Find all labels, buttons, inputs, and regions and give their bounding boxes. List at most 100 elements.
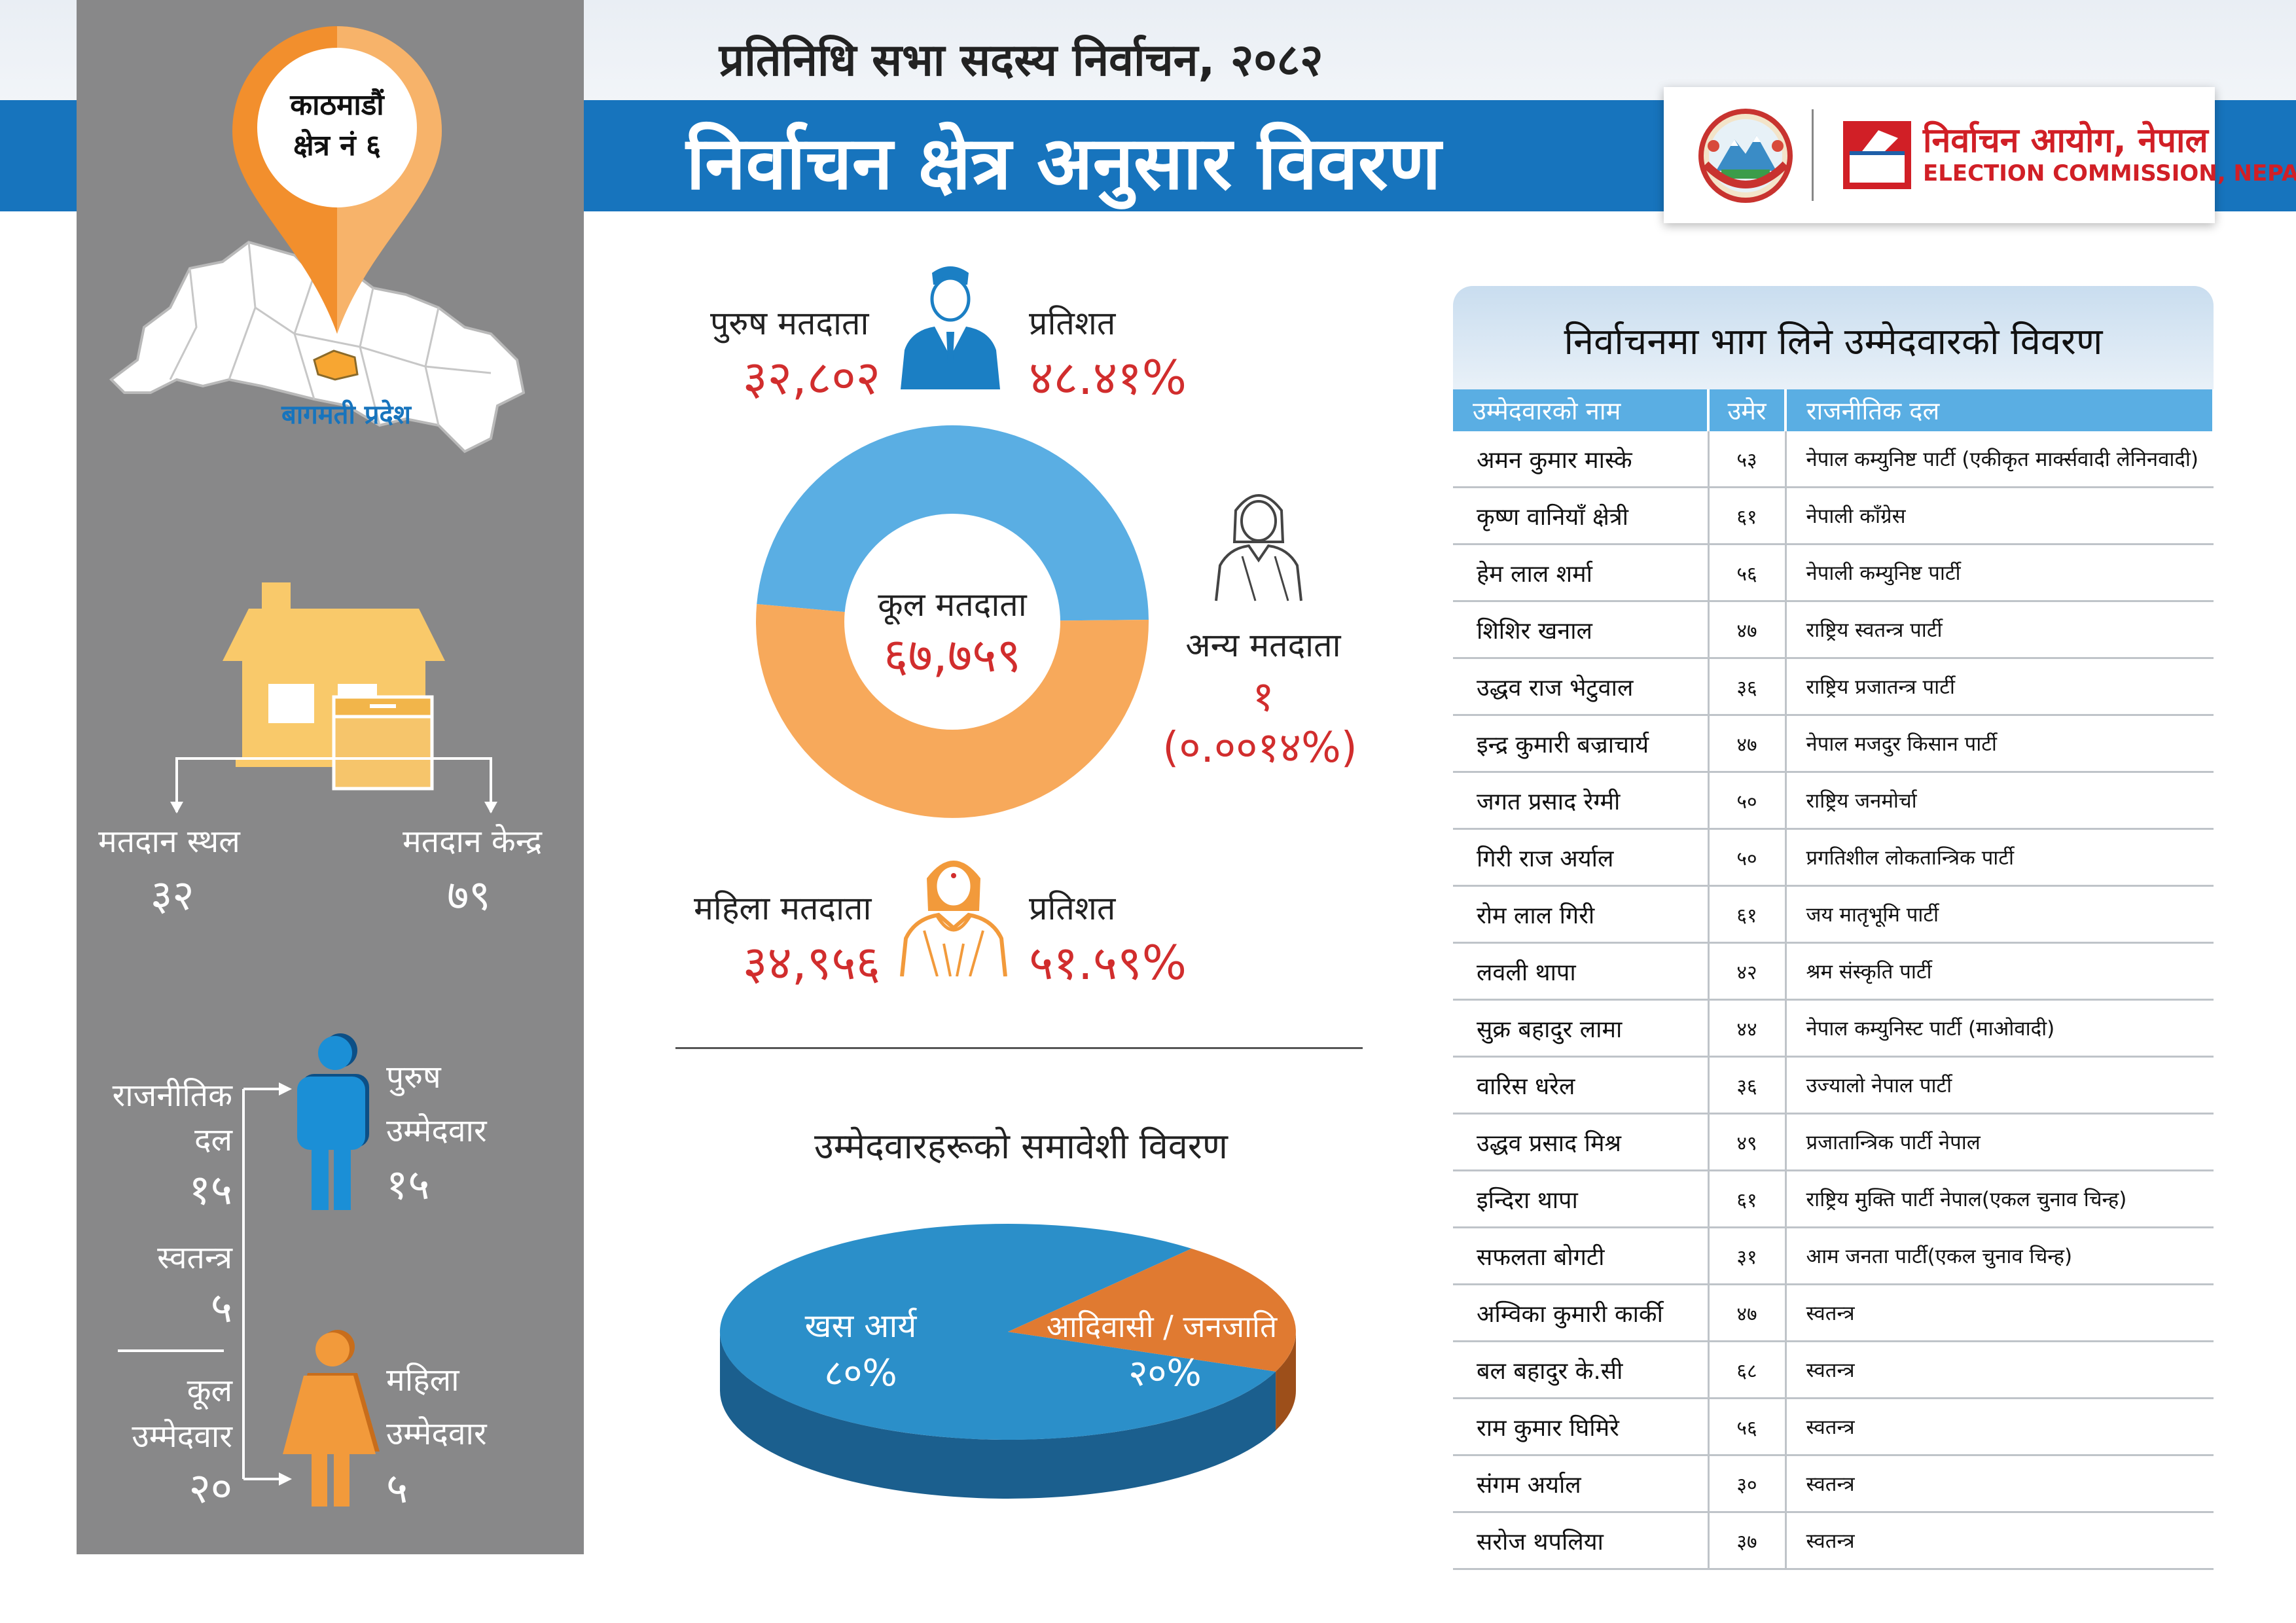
candidate-age: ६१ <box>1707 885 1787 944</box>
table-row: हेम लाल शर्मा ५६ नेपाली कम्युनिष्ट पार्टी <box>1453 544 2214 602</box>
column-header-name: उम्मेदवारको नाम <box>1453 389 1710 431</box>
table-row: सरोज थपलिया ३७ स्वतन्त्र <box>1453 1512 2214 1570</box>
candidate-age: ४२ <box>1707 942 1787 1001</box>
male-voter-label: पुरुष मतदाता <box>710 304 869 342</box>
parties-label: राजनीतिक दल <box>112 1077 232 1158</box>
table-row: अमन कुमार मास्के ५३ नेपाल कम्युनिष्ट पार्ट… <box>1453 431 2214 488</box>
polling-place-label: मतदान स्थल <box>98 823 240 860</box>
other-voter-value: १ <box>1252 673 1274 721</box>
candidate-party: स्वतन्त्र <box>1785 1284 2214 1342</box>
candidate-age: ४७ <box>1707 601 1787 659</box>
table-row: गिरी राज अर्याल ५० प्रगतिशील लोकतान्त्रिक … <box>1453 829 2214 887</box>
female-percent-label: प्रतिशत <box>1029 889 1116 927</box>
candidate-age: ५६ <box>1707 1398 1787 1456</box>
parties-value: १५ <box>188 1166 232 1215</box>
candidate-name: इन्दिरा थापा <box>1453 1170 1708 1228</box>
candidate-age: ४९ <box>1707 1113 1787 1171</box>
female-voter-label: महिला मतदाता <box>694 889 872 927</box>
polling-bracket-lines <box>170 757 497 813</box>
province-label: बागमती प्रदेश <box>281 400 411 430</box>
total-candidates-value: २० <box>188 1465 232 1513</box>
adivasi-label: आदिवासी / जनजाति <box>1046 1309 1278 1344</box>
section-divider <box>675 1047 1363 1049</box>
table-row: सुक्र बहादुर लामा ४४ नेपाल कम्युनिस्ट पार्… <box>1453 999 2214 1058</box>
male-candidates-value: १५ <box>386 1161 430 1209</box>
inclusion-pie-chart <box>719 1224 1296 1499</box>
female-percent-value: ५१.५९% <box>1029 935 1187 990</box>
nepal-map-icon <box>109 240 526 454</box>
candidate-name: लवली थापा <box>1453 942 1708 1001</box>
candidate-name: जगत प्रसाद रेग्मी <box>1453 772 1708 830</box>
candidate-party: नेपाली कम्युनिष्ट पार्टी <box>1785 544 2214 602</box>
table-row: बल बहादुर के.सी ६८ स्वतन्त्र <box>1453 1341 2214 1399</box>
location-pin-icon <box>232 26 442 334</box>
total-candidates-label: कूल उम्मेदवार <box>132 1372 232 1455</box>
candidate-name: राम कुमार घिमिरे <box>1453 1398 1708 1456</box>
male-voter-value: ३२,८०२ <box>743 350 881 405</box>
female-voter-value: ३४,९५६ <box>743 935 881 990</box>
female-figure-icon <box>283 1330 380 1507</box>
candidate-party: श्रम संस्कृति पार्टी <box>1785 942 2214 1001</box>
candidate-party: नेपाल कम्युनिस्ट पार्टी (माओवादी) <box>1785 999 2214 1058</box>
candidate-name: रोम लाल गिरी <box>1453 885 1708 944</box>
candidate-name: वारिस धरेल <box>1453 1056 1708 1115</box>
candidate-name: उद्धव राज भेटुवाल <box>1453 658 1708 716</box>
independent-label: स्वतन्त्र <box>157 1240 232 1276</box>
candidate-name: सुक्र बहादुर लामा <box>1453 999 1708 1058</box>
other-voter-percent: (०.००१४%) <box>1162 724 1357 772</box>
candidate-name: हेम लाल शर्मा <box>1453 544 1708 602</box>
ballot-box-logo-icon <box>1843 121 1911 189</box>
table-row: राम कुमार घिमिरे ५६ स्वतन्त्र <box>1453 1398 2214 1456</box>
candidate-party: प्रजातान्त्रिक पार्टी नेपाल <box>1785 1113 2214 1171</box>
candidate-bracket-lines <box>118 1082 292 1486</box>
candidate-name: गिरी राज अर्याल <box>1453 829 1708 887</box>
male-percent-label: प्रतिशत <box>1029 304 1116 342</box>
pie-side-adivasi <box>1276 1332 1296 1431</box>
male-voter-icon <box>901 266 1000 389</box>
polling-center-label: मतदान केन्द्र <box>403 823 543 860</box>
candidate-party: राष्ट्रिय स्वतन्त्र पार्टी <box>1785 601 2214 659</box>
candidate-age: ६१ <box>1707 487 1787 545</box>
constituency-area: क्षेत्र नं ६ <box>293 129 381 162</box>
table-row: लवली थापा ४२ श्रम संस्कृति पार्टी <box>1453 942 2214 1001</box>
candidate-party: जय मातृभूमि पार्टी <box>1785 885 2214 944</box>
voter-donut-chart <box>756 425 1149 818</box>
candidate-age: ३० <box>1707 1455 1787 1513</box>
candidate-name: सफलता बोगटी <box>1453 1227 1708 1285</box>
candidate-age: ५० <box>1707 772 1787 830</box>
candidate-name: उद्धव प्रसाद मिश्र <box>1453 1113 1708 1171</box>
candidate-name: सरोज थपलिया <box>1453 1512 1708 1570</box>
candidate-party: राष्ट्रिय जनमोर्चा <box>1785 772 2214 830</box>
table-row: अम्विका कुमारी कार्की ४७ स्वतन्त्र <box>1453 1284 2214 1342</box>
nepal-emblem-icon <box>1698 109 1793 203</box>
candidate-party: नेपाली काँग्रेस <box>1785 487 2214 545</box>
commission-name-english: ELECTION COMMISSION, NEPAL <box>1923 160 2296 187</box>
page-title: निर्वाचन क्षेत्र अनुसार विवरण <box>686 121 1441 206</box>
other-voter-label: अन्य मतदाता <box>1185 626 1341 664</box>
constituency-district: काठमाडौं <box>290 88 384 122</box>
candidate-age: ३६ <box>1707 658 1787 716</box>
candidate-age: ६८ <box>1707 1341 1787 1399</box>
candidate-age: ३६ <box>1707 1056 1787 1115</box>
table-header-row: उम्मेदवारको नाम उमेर राजनीतिक दल <box>1453 389 2215 431</box>
candidate-age: ५३ <box>1707 431 1787 488</box>
inclusion-title: उम्मेदवारहरूको समावेशी विवरण <box>814 1126 1228 1167</box>
candidate-age: ३१ <box>1707 1227 1787 1285</box>
polling-booth-icon <box>223 582 445 791</box>
candidate-name: अम्विका कुमारी कार्की <box>1453 1284 1708 1342</box>
candidate-age: ५० <box>1707 829 1787 887</box>
candidate-age: ३७ <box>1707 1512 1787 1570</box>
other-voter-icon <box>1215 494 1302 601</box>
candidate-name: इन्द्र कुमारी बज्राचार्य <box>1453 715 1708 773</box>
candidate-age: ४४ <box>1707 999 1787 1058</box>
table-row: शिशिर खनाल ४७ राष्ट्रिय स्वतन्त्र पार्टी <box>1453 601 2214 659</box>
male-figure-icon <box>297 1033 369 1210</box>
candidate-name: कृष्ण वानियाँ क्षेत्री <box>1453 487 1708 545</box>
table-row: कृष्ण वानियाँ क्षेत्री ६१ नेपाली काँग्रेस <box>1453 487 2214 545</box>
candidate-party: स्वतन्त्र <box>1785 1341 2214 1399</box>
polling-center-value: ७९ <box>447 872 491 920</box>
male-candidates-label: पुरुष उम्मेदवार <box>386 1059 487 1149</box>
candidate-name: संगम अर्याल <box>1453 1455 1708 1513</box>
table-row: रोम लाल गिरी ६१ जय मातृभूमि पार्टी <box>1453 885 2214 944</box>
page-subtitle: प्रतिनिधि सभा सदस्य निर्वाचन, २०८२ <box>719 35 1323 86</box>
